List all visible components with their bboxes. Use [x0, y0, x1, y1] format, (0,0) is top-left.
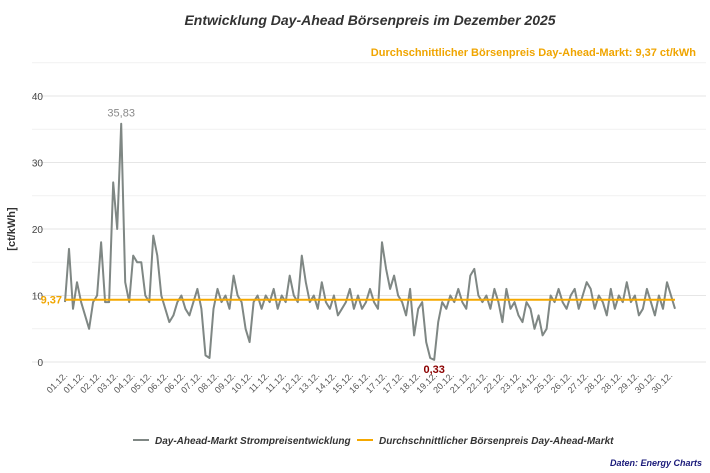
chart-title: Entwicklung Day-Ahead Börsenpreis im Dez… [184, 12, 555, 28]
y-axis: 0 10 20 30 40 [32, 92, 44, 369]
y-tick-label: 20 [32, 225, 44, 236]
min-label: 0,33 [423, 364, 444, 376]
y-tick-label: 10 [32, 292, 44, 303]
x-axis: 01.12.01.12.02.12.03.12.04.12.05.12.06.1… [45, 370, 675, 395]
chart-subtitle: Durchschnittlicher Börsenpreis Day-Ahead… [371, 47, 696, 59]
legend-label-mean: Durchschnittlicher Börsenpreis Day-Ahead… [379, 436, 614, 447]
series-line-day-ahead [64, 122, 676, 361]
y-axis-label: [ct/kWh] [6, 207, 18, 251]
y-tick-label: 0 [37, 358, 43, 369]
y-tick-label: 30 [32, 159, 44, 170]
source-note: Daten: Energy Charts [610, 458, 702, 468]
legend-label-series: Day-Ahead-Markt Strompreisentwicklung [155, 436, 351, 447]
y-tick-label: 40 [32, 92, 44, 103]
legend: Day-Ahead-Markt Strompreisentwicklung Du… [133, 436, 614, 447]
mean-label: 9,37 [41, 295, 62, 307]
max-label: 35,83 [107, 108, 135, 120]
